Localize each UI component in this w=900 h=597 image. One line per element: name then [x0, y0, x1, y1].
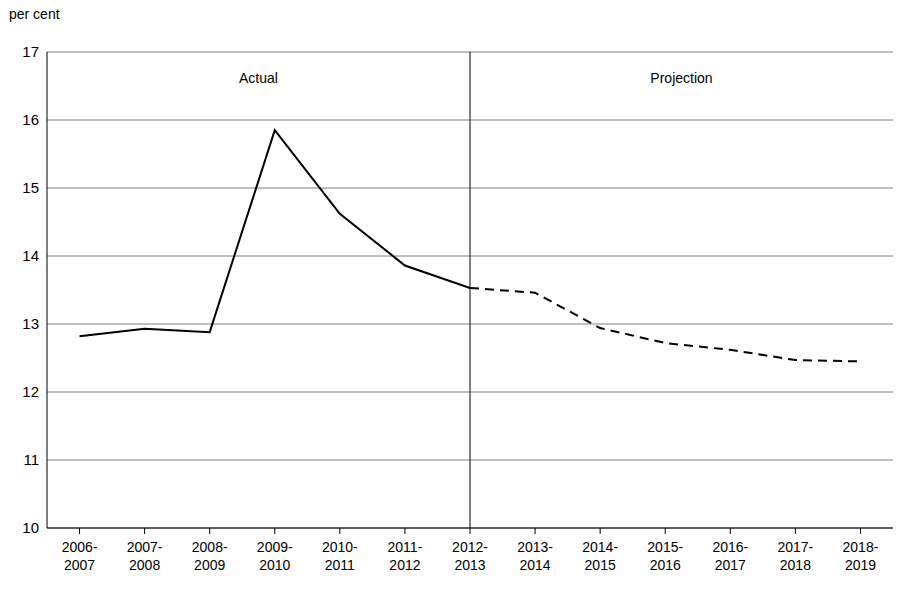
svg-text:2014: 2014	[519, 557, 550, 573]
svg-text:2008-: 2008-	[192, 539, 228, 555]
svg-text:17: 17	[22, 43, 39, 60]
svg-text:2017-: 2017-	[777, 539, 813, 555]
svg-text:2017: 2017	[715, 557, 746, 573]
svg-text:2013-: 2013-	[517, 539, 553, 555]
svg-text:2019: 2019	[845, 557, 876, 573]
svg-text:2009: 2009	[194, 557, 225, 573]
svg-text:2008: 2008	[129, 557, 160, 573]
svg-text:2016: 2016	[650, 557, 681, 573]
svg-text:2013: 2013	[454, 557, 485, 573]
svg-text:13: 13	[22, 315, 39, 332]
svg-text:2012: 2012	[389, 557, 420, 573]
svg-text:14: 14	[22, 247, 39, 264]
svg-text:2011: 2011	[325, 557, 355, 573]
svg-text:2007: 2007	[64, 557, 95, 573]
svg-text:2010-: 2010-	[322, 539, 358, 555]
svg-text:2007-: 2007-	[127, 539, 163, 555]
svg-text:2018-: 2018-	[843, 539, 879, 555]
svg-text:2018: 2018	[780, 557, 811, 573]
svg-text:2012-: 2012-	[452, 539, 488, 555]
svg-text:11: 11	[23, 451, 39, 468]
svg-text:15: 15	[22, 179, 39, 196]
html-text:Actual: Actual	[239, 70, 278, 86]
html-text:Projection: Projection	[650, 70, 713, 86]
svg-text:2015-: 2015-	[647, 539, 683, 555]
svg-text:10: 10	[22, 519, 39, 536]
svg-text:2015: 2015	[585, 557, 616, 573]
svg-text:2009-: 2009-	[257, 539, 293, 555]
svg-text:2014-: 2014-	[582, 539, 618, 555]
svg-text:12: 12	[22, 383, 39, 400]
svg-text:2011-: 2011-	[388, 539, 423, 555]
svg-text:2006-: 2006-	[62, 539, 98, 555]
html-text:per cent: per cent	[9, 6, 60, 22]
svg-text:2010: 2010	[259, 557, 290, 573]
svg-text:16: 16	[22, 111, 39, 128]
svg-text:2016-: 2016-	[712, 539, 748, 555]
